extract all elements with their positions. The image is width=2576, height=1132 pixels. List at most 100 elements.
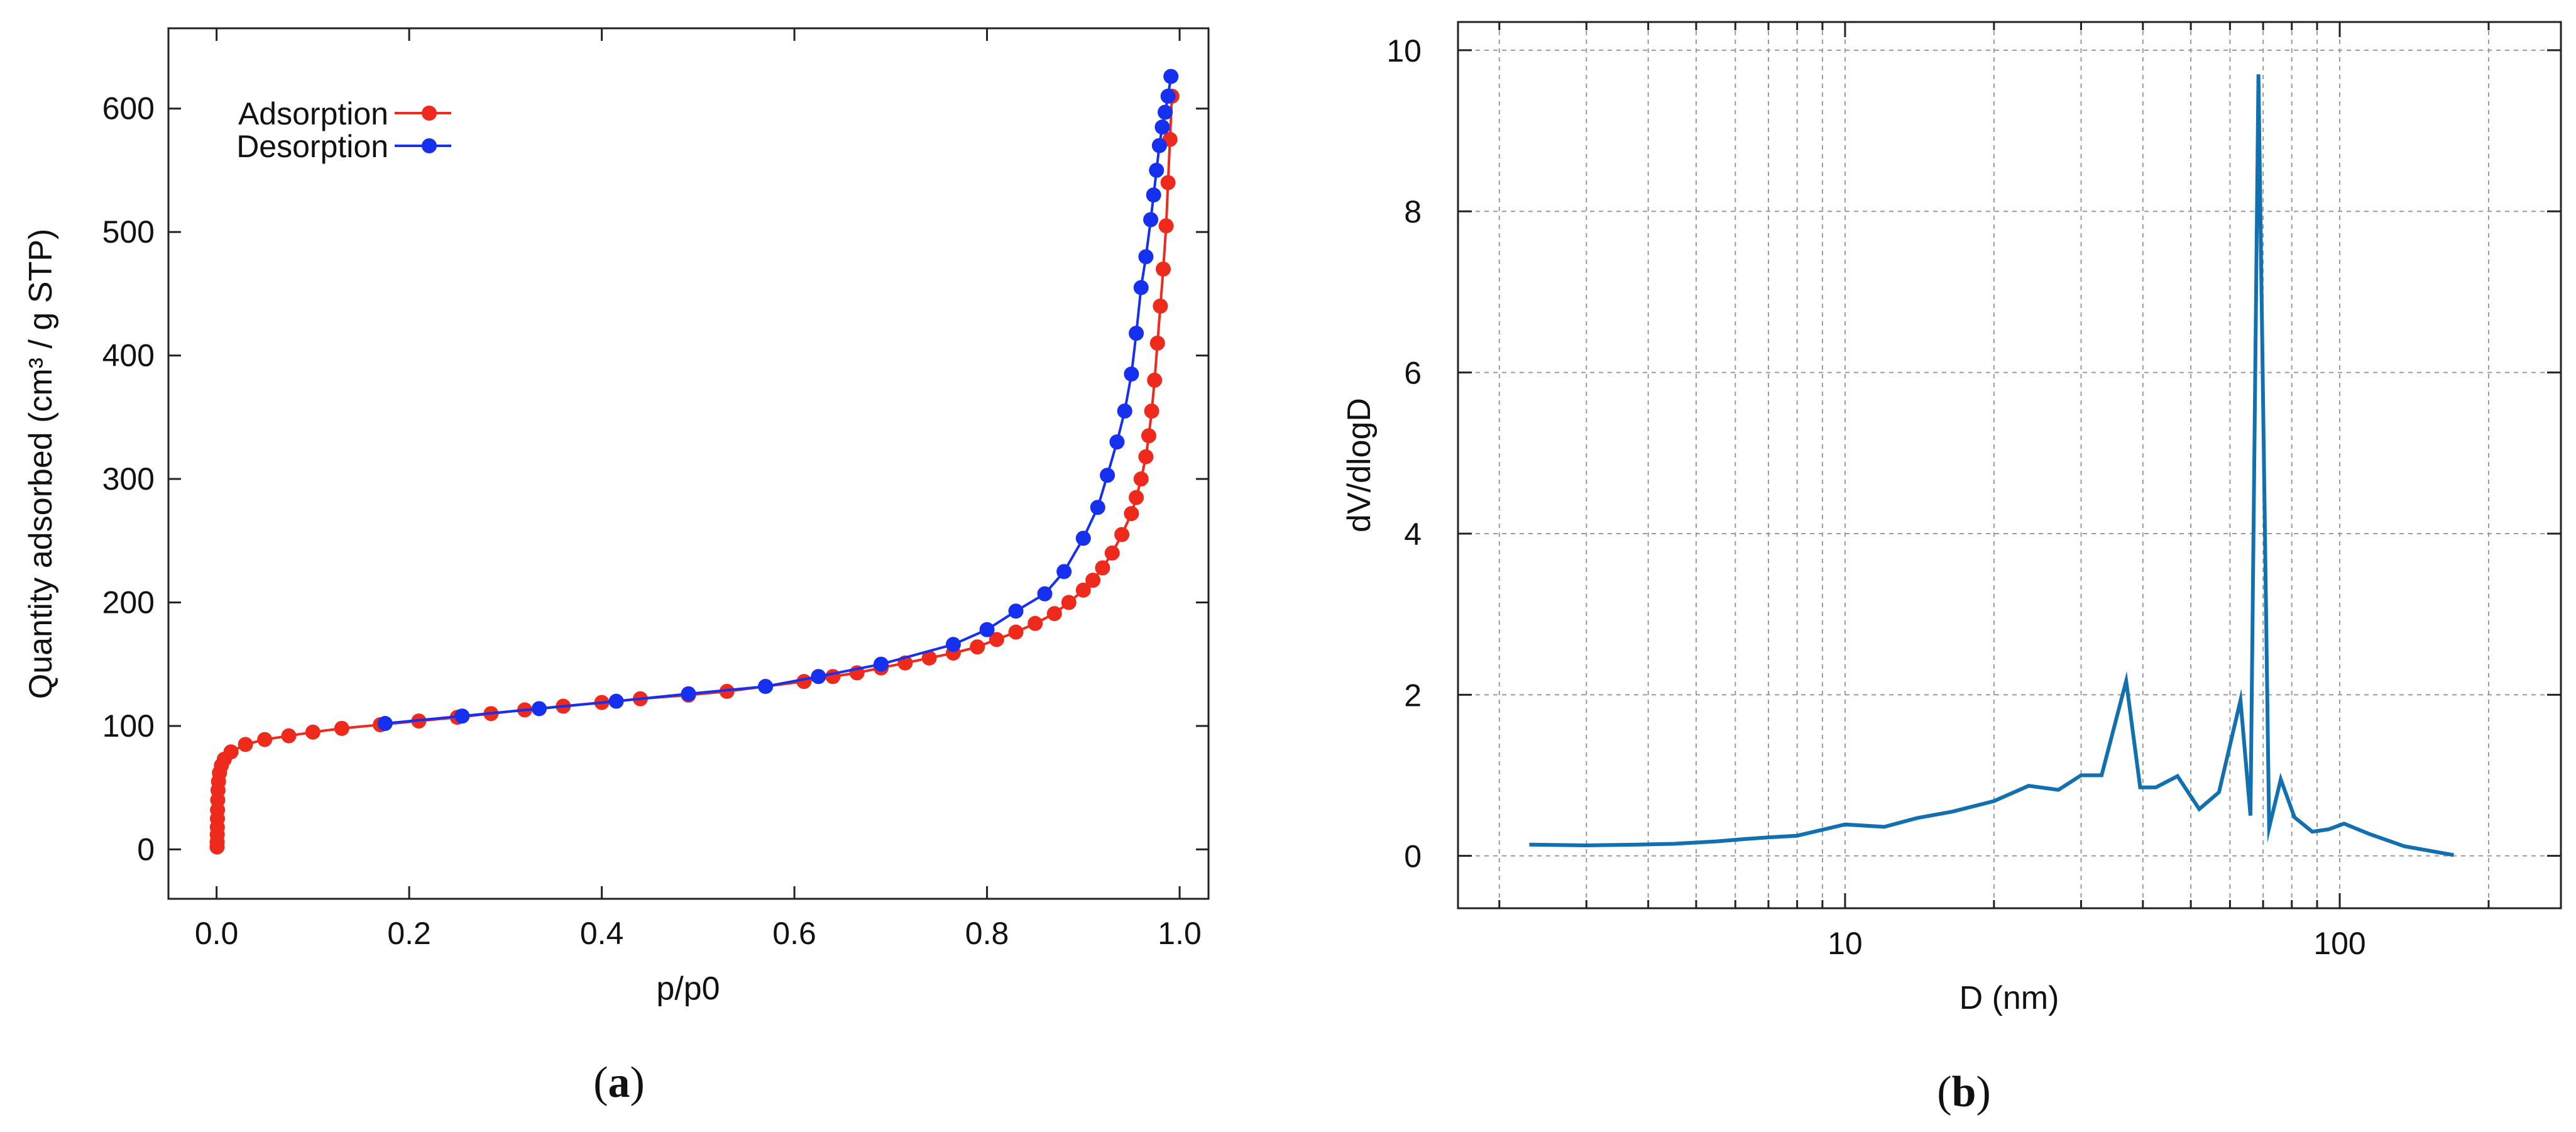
data-point-desorption: [1143, 212, 1159, 228]
legend-marker-adsorption: [422, 106, 437, 121]
panel-b-plot-frame: [1457, 21, 2562, 909]
x-tick-label: 100: [2313, 926, 2365, 961]
legend-marker-desorption: [422, 138, 437, 153]
y-tick-label: 400: [102, 338, 155, 373]
data-point-adsorption: [1061, 595, 1077, 610]
x-tick-label: 0.6: [772, 916, 816, 951]
x-tick-label: 10: [1828, 926, 1863, 961]
y-tick-label: 0: [137, 832, 155, 867]
data-point-adsorption: [1008, 624, 1024, 640]
panel-b-caption: (b): [1937, 1068, 1991, 1116]
data-point-desorption: [1109, 434, 1125, 450]
data-point-adsorption: [334, 720, 349, 736]
data-point-adsorption: [1124, 506, 1139, 522]
data-point-desorption: [1133, 280, 1149, 295]
panel-a-plot-frame: [167, 27, 1210, 900]
data-point-desorption: [1124, 366, 1139, 382]
data-point-adsorption: [257, 732, 273, 747]
y-tick-label: 8: [1404, 194, 1422, 229]
y-tick-label: 500: [102, 214, 155, 250]
data-point-desorption: [1075, 530, 1091, 546]
y-tick-label: 2: [1404, 678, 1422, 713]
y-tick-label: 600: [102, 91, 155, 126]
data-point-adsorption: [1046, 606, 1062, 622]
data-point-desorption: [1090, 500, 1105, 515]
data-point-adsorption: [238, 737, 253, 752]
data-point-desorption: [1154, 119, 1170, 135]
series-line-desorption: [385, 76, 1173, 725]
y-tick-label: 100: [102, 708, 155, 744]
y-tick-label: 200: [102, 585, 155, 620]
series-line-adsorption: [216, 96, 1173, 847]
x-tick-label: 1.0: [1158, 916, 1202, 951]
data-point-adsorption: [1075, 582, 1091, 598]
x-tick-label: 0.2: [387, 916, 431, 951]
legend-label-adsorption: Adsorption: [238, 96, 388, 131]
data-point-adsorption: [989, 632, 1004, 647]
data-point-adsorption: [1129, 490, 1144, 505]
data-point-adsorption: [1147, 372, 1163, 388]
panel-b-ticks: 10 100 0 2 4 6 8 10: [1386, 22, 2561, 961]
legend-entry-desorption: Desorption: [236, 129, 451, 164]
data-point-adsorption: [921, 650, 937, 666]
data-point-adsorption: [1104, 545, 1120, 561]
data-point-adsorption: [1160, 175, 1176, 190]
data-point-adsorption: [281, 728, 297, 744]
data-point-adsorption: [305, 724, 321, 740]
data-point-adsorption: [825, 669, 841, 684]
panel-b-x-axis-label: D (nm): [1959, 980, 2059, 1016]
panel-a-x-axis-label: p/p0: [656, 970, 720, 1007]
data-point-desorption: [758, 679, 774, 695]
data-point-desorption: [1160, 89, 1176, 104]
data-point-desorption: [1146, 187, 1161, 203]
data-point-adsorption: [1095, 560, 1110, 576]
panel-a-caption: (a): [593, 1058, 645, 1107]
panel-a-legend: Adsorption Desorption: [236, 96, 451, 164]
x-tick-label: 0.4: [580, 916, 624, 951]
y-tick-label: 4: [1404, 517, 1422, 552]
data-point-adsorption: [1085, 573, 1101, 588]
data-point-desorption: [1149, 162, 1165, 178]
panel-b-series: [1529, 74, 2454, 857]
panel-b-y-axis-label: dV/dlogD: [1341, 398, 1378, 532]
data-point-adsorption: [1158, 218, 1174, 234]
data-point-desorption: [979, 622, 995, 637]
data-point-desorption: [608, 693, 624, 709]
data-point-adsorption: [970, 639, 985, 655]
data-point-desorption: [377, 716, 393, 732]
data-point-adsorption: [1144, 404, 1159, 419]
data-point-desorption: [1037, 586, 1053, 602]
data-point-adsorption: [1114, 527, 1130, 542]
panel-a-isotherm-chart: 0.0 0.2 0.4 0.6 0.8 1.0 0 100 200 300 400 500 600 p/…: [23, 27, 1210, 1107]
x-tick-label: 0.0: [195, 916, 239, 951]
data-point-desorption: [945, 637, 961, 652]
legend-entry-adsorption: Adsorption: [238, 96, 451, 131]
panel-b-caption-letter: b: [1952, 1068, 1976, 1116]
data-point-adsorption: [1133, 471, 1149, 487]
data-point-adsorption: [1028, 615, 1043, 631]
data-point-desorption: [1138, 249, 1154, 265]
data-point-desorption: [1100, 468, 1115, 483]
y-tick-label: 6: [1404, 356, 1422, 391]
panel-a-series: [209, 69, 1180, 855]
data-point-adsorption: [1138, 449, 1154, 464]
data-point-adsorption: [1153, 299, 1168, 314]
y-tick-label: 10: [1386, 33, 1422, 69]
data-point-adsorption: [1149, 335, 1165, 351]
data-point-desorption: [1056, 564, 1072, 580]
data-point-desorption: [681, 686, 696, 701]
data-point-desorption: [1158, 104, 1173, 120]
y-tick-label: 0: [1404, 839, 1422, 874]
y-tick-label: 300: [102, 461, 155, 497]
data-point-desorption: [1129, 326, 1144, 341]
panel-a-y-axis-label: Quantity adsorbed (cm³ / g STP): [23, 229, 59, 700]
data-point-adsorption: [1141, 428, 1156, 444]
x-tick-label: 0.8: [965, 916, 1009, 951]
data-point-desorption: [811, 669, 826, 684]
panel-a-caption-letter: a: [608, 1058, 630, 1107]
data-point-desorption: [454, 708, 470, 724]
panel-b-grid: [1458, 22, 2561, 908]
data-point-desorption: [1151, 138, 1167, 153]
series-line-pore-distribution: [1529, 74, 2454, 857]
